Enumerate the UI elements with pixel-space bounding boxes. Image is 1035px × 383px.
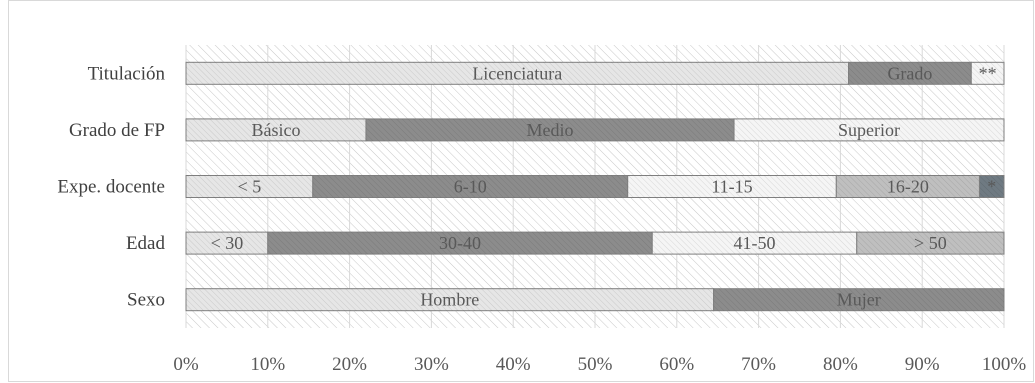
segment-label: < 5 xyxy=(238,177,262,197)
segment-label: Mujer xyxy=(837,290,881,310)
bar-segment-texture xyxy=(186,288,714,311)
segment-label: 41-50 xyxy=(734,233,776,253)
x-tick-label: 0% xyxy=(173,354,199,375)
x-tick-label: 30% xyxy=(414,354,449,375)
bar-segment-texture xyxy=(713,288,1004,311)
category-label-grado-de-fp: Grado de FP xyxy=(69,120,165,141)
x-tick-label: 20% xyxy=(332,354,367,375)
x-tick-label: 90% xyxy=(905,354,940,375)
bar-segment-texture xyxy=(627,175,837,198)
x-tick-label: 40% xyxy=(496,354,531,375)
bar-sexo: Hombre Mujer xyxy=(185,288,1005,312)
bar-titulacion: Licenciatura Grado ** xyxy=(185,61,1005,85)
segment-label: 11-15 xyxy=(711,177,752,197)
category-labels: Titulación Grado de FP Expe. docente Edad Se… xyxy=(57,63,165,310)
segment-label: * xyxy=(987,177,996,197)
segment-label: 16-20 xyxy=(887,177,929,197)
x-tick-label: 10% xyxy=(250,354,285,375)
category-label-titulacion: Titulación xyxy=(88,63,166,84)
x-tick-label: 60% xyxy=(659,354,694,375)
segment-label: Grado xyxy=(887,63,932,83)
bar-grado-de-fp: Básico Medio Superior xyxy=(185,118,1005,142)
bar-segment-texture xyxy=(652,232,857,255)
bar-segment-texture xyxy=(186,62,849,85)
bar-segment-texture xyxy=(848,62,972,85)
segment-label: 6-10 xyxy=(454,177,487,197)
bar-segment-texture xyxy=(971,62,1004,85)
segment-label: ** xyxy=(979,63,997,83)
segment-label: > 50 xyxy=(914,233,947,253)
segment-label: Superior xyxy=(838,120,900,140)
category-label-edad: Edad xyxy=(126,233,166,254)
bar-segment-texture xyxy=(186,175,313,198)
bar-segment-texture xyxy=(186,232,268,255)
bar-segment-texture xyxy=(186,118,366,141)
bar-segment-texture xyxy=(312,175,628,198)
segment-label: Hombre xyxy=(420,290,479,310)
category-label-sexo: Sexo xyxy=(127,290,165,311)
x-tick-label: 50% xyxy=(578,354,613,375)
bar-segment-texture xyxy=(836,175,980,198)
segment-label: Básico xyxy=(251,120,300,140)
bar-segment-texture xyxy=(365,118,735,141)
bar-segment-texture xyxy=(734,118,1004,141)
x-tick-label: 80% xyxy=(823,354,858,375)
segment-label: 30-40 xyxy=(439,233,481,253)
bar-segment-texture xyxy=(856,232,1004,255)
segment-label: < 30 xyxy=(211,233,244,253)
bar-expe-docente: < 5 6-10 11-15 16-20 * xyxy=(185,175,1005,198)
bar-segment-texture xyxy=(267,232,653,255)
x-tick-label: 100% xyxy=(982,354,1027,375)
category-label-expe-docente: Expe. docente xyxy=(57,177,165,198)
segment-label: Licenciatura xyxy=(472,63,562,83)
segment-label: Medio xyxy=(527,120,574,140)
x-tick-label: 70% xyxy=(741,354,776,375)
bar-edad: < 30 30-40 41-50 > 50 xyxy=(185,231,1005,255)
bars-layer: Licenciatura Grado ** Básico Medio Superior < … xyxy=(185,61,1005,312)
x-axis-ticks: 0% 10% 20% 30% 40% 50% 60% 70% 80% 90% 100% xyxy=(173,354,1026,375)
bar-segment-texture xyxy=(979,175,1004,198)
